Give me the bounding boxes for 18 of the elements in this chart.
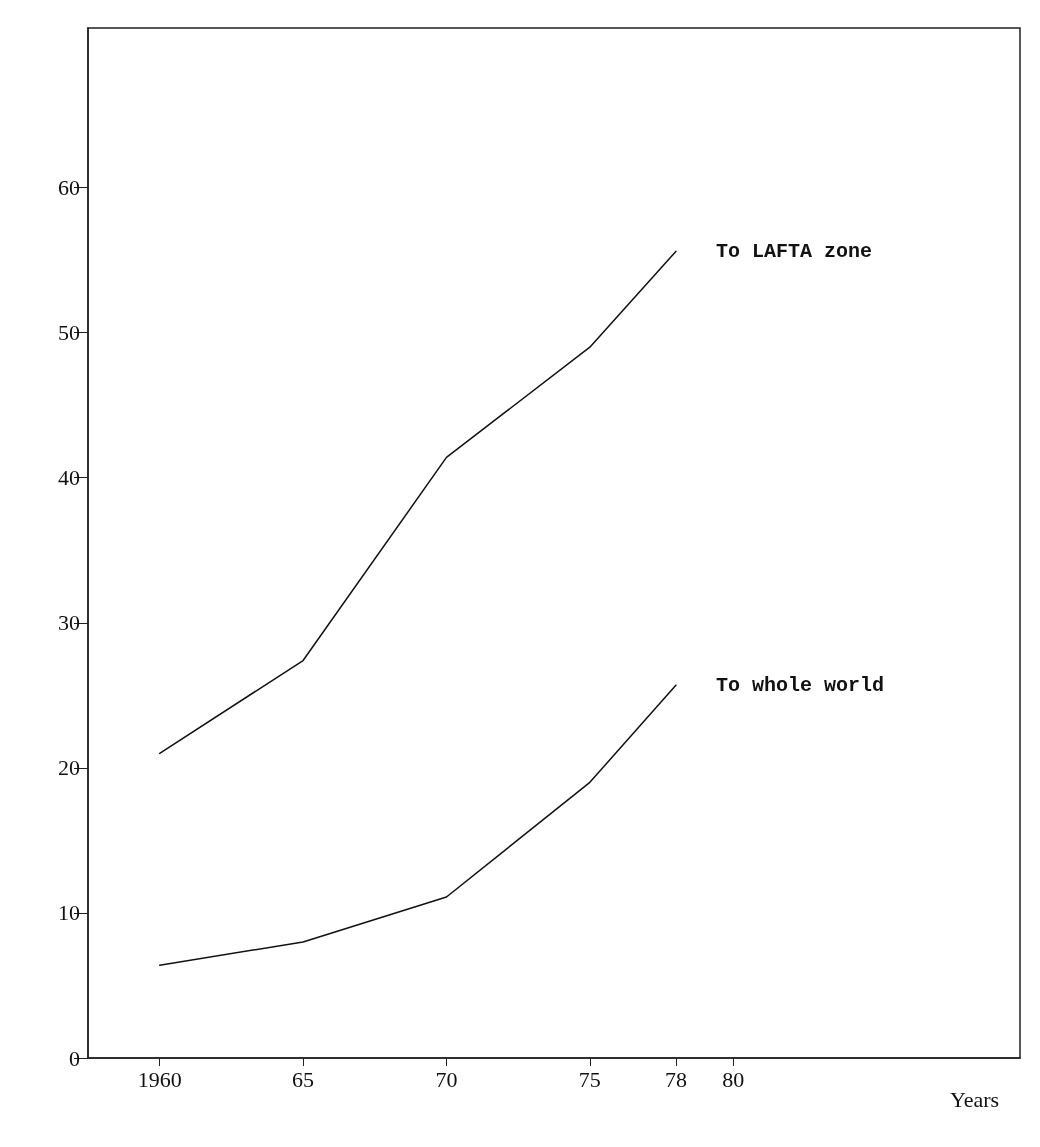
series-label: To whole world [715, 673, 884, 697]
x-axis-title: Years [950, 1086, 1000, 1112]
x-tick-label: 78 [664, 1066, 687, 1092]
x-tick-label: 70 [435, 1066, 458, 1092]
y-tick-label: 40 [58, 465, 80, 491]
y-tick-label: 50 [58, 320, 80, 346]
y-tick-label: 30 [58, 610, 80, 636]
x-tick-label: 1960 [137, 1066, 182, 1092]
line-series [158, 684, 677, 966]
y-tick-label: 10 [58, 900, 80, 926]
y-tick-label: 60 [58, 175, 80, 201]
x-tick-label: 80 [722, 1066, 745, 1092]
series-label: To LAFTA zone [715, 239, 872, 263]
y-tick-label: 20 [58, 755, 80, 781]
line-series [158, 250, 677, 755]
x-tick-label: 75 [578, 1066, 601, 1092]
x-tick-label: 65 [292, 1066, 315, 1092]
y-tick-label: 0 [69, 1045, 80, 1071]
